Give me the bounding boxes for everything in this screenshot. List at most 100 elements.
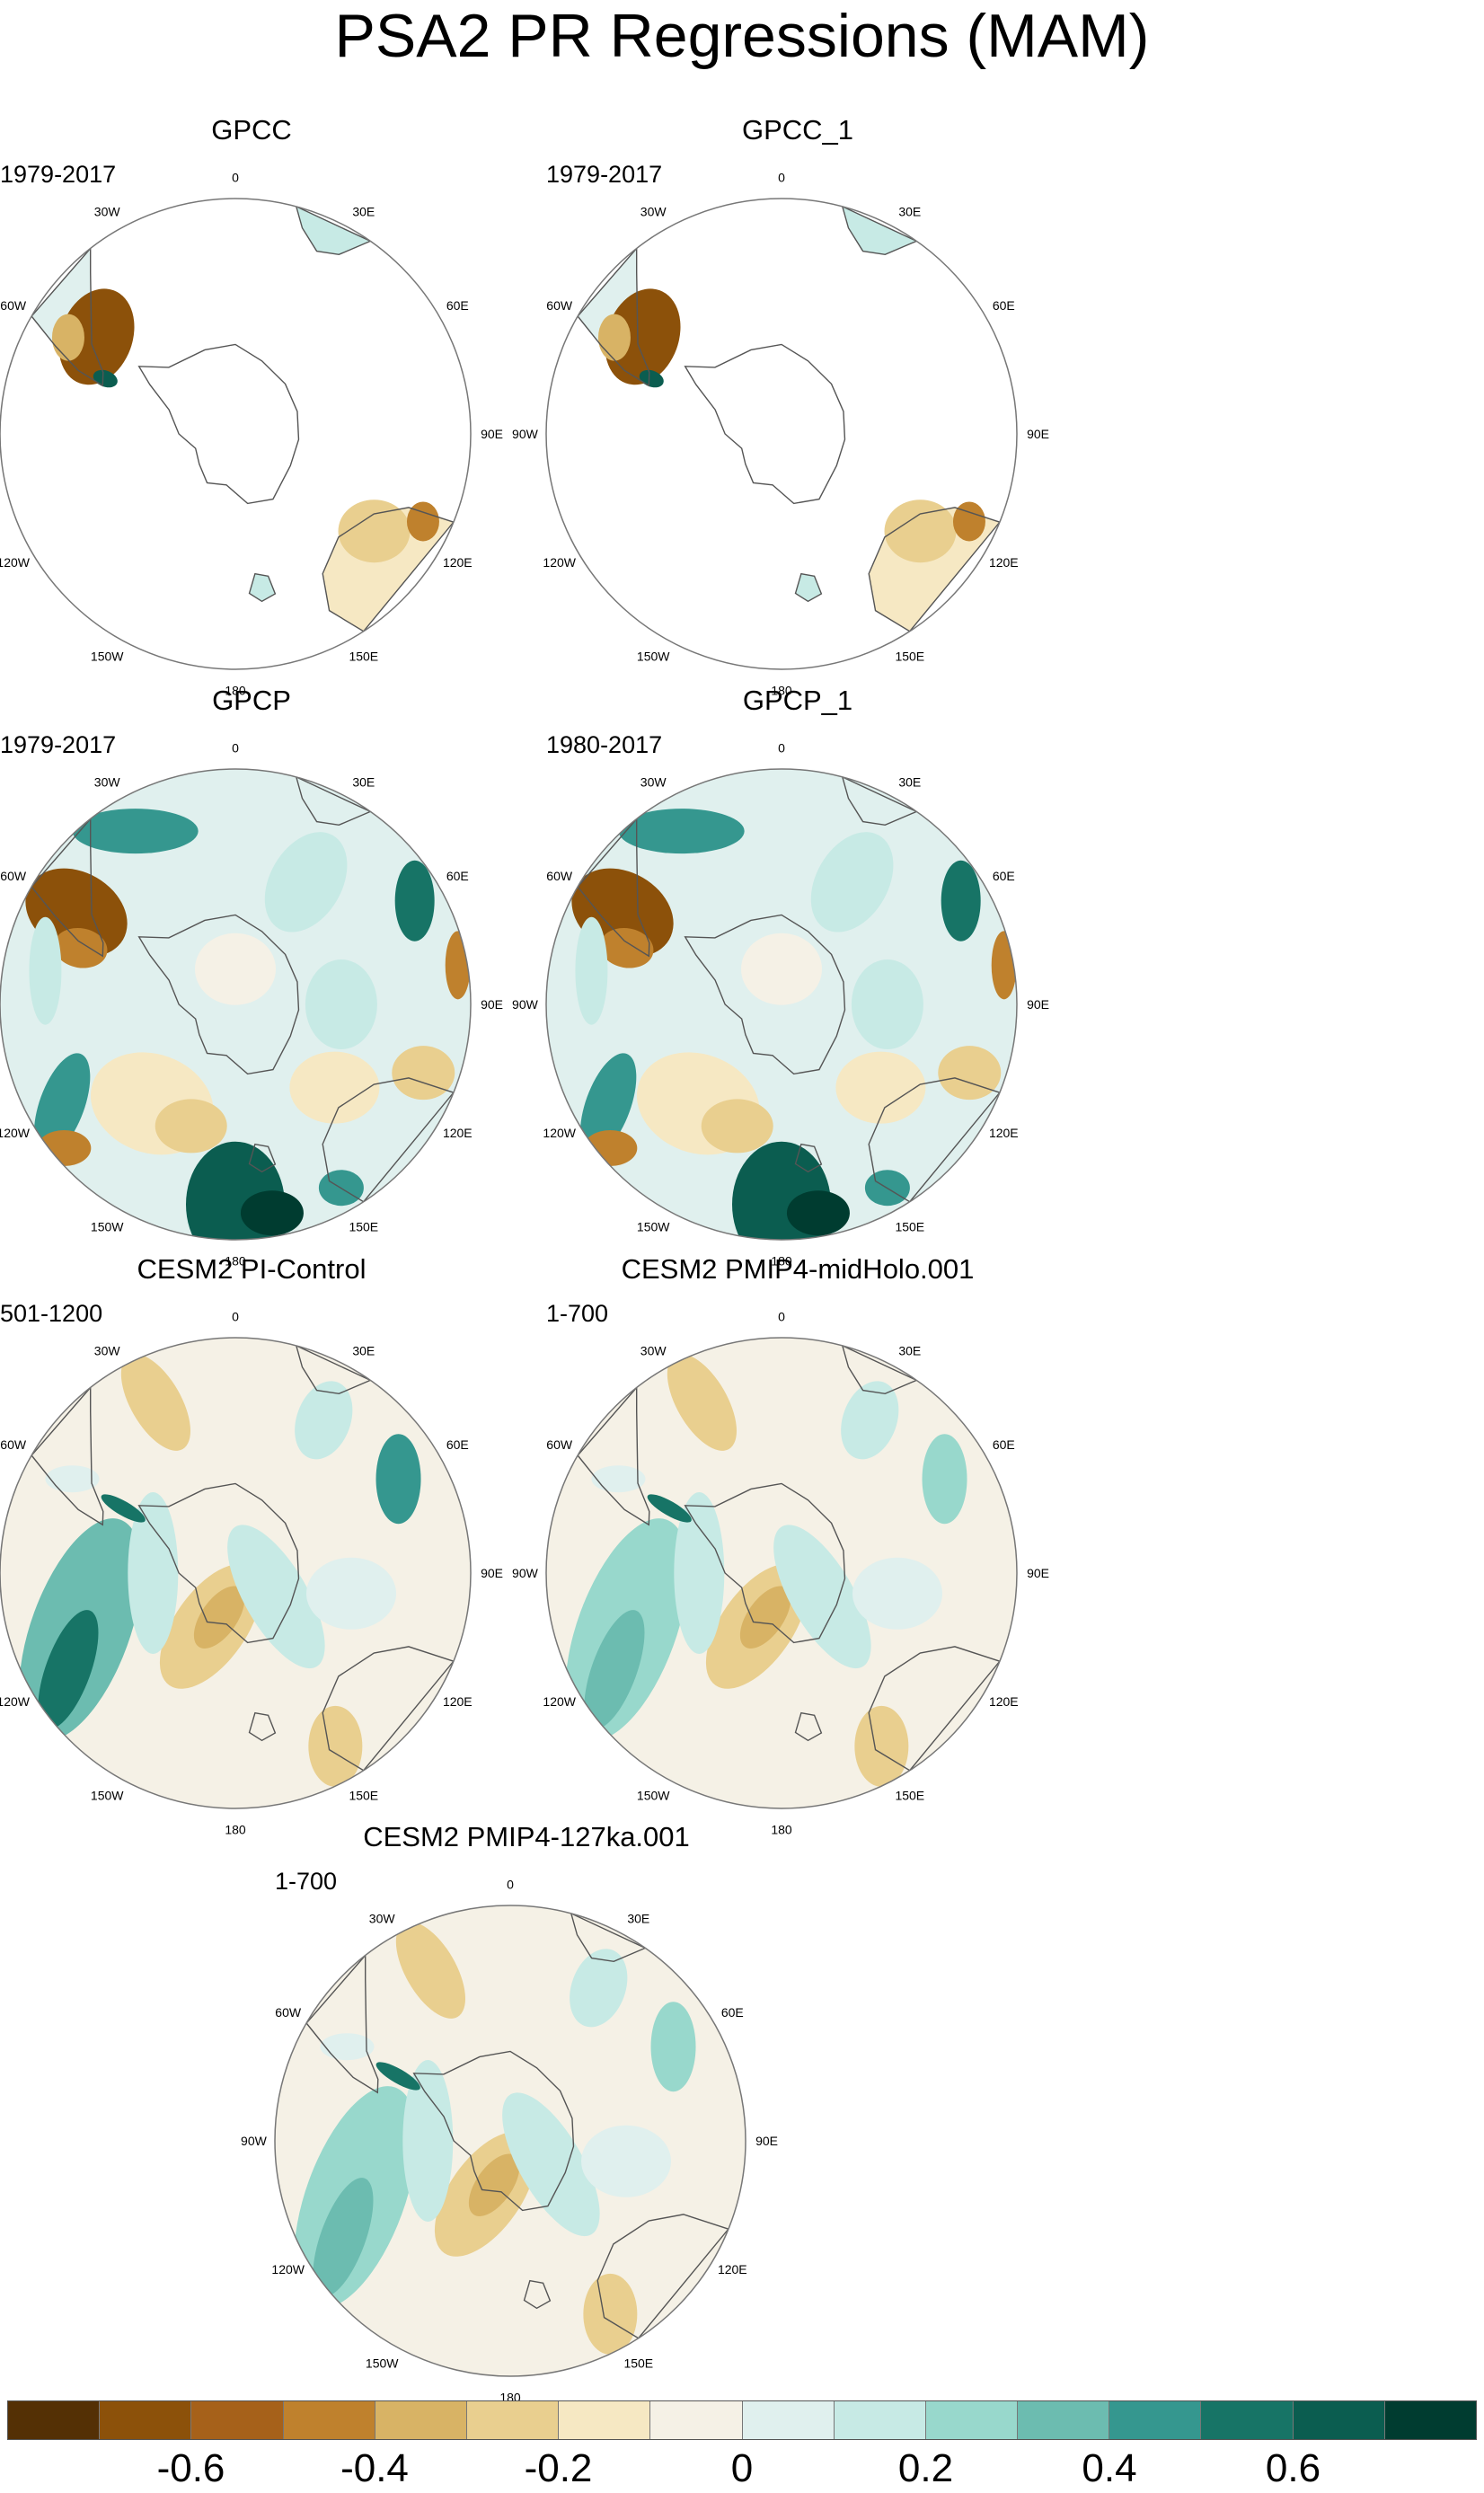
longitude-label: 60W [546,869,573,883]
coastline [577,1385,650,1526]
panel-title: CESM2 PMIP4-127ka.001 [363,1821,690,1852]
coastline [295,1344,372,1395]
colorbar-swatch [650,2401,743,2439]
panel-period: 501-1200 [0,1300,103,1327]
colorbar-tick-label: -0.2 [524,2446,593,2490]
longitude-label: 150W [91,1219,124,1233]
coastline [295,205,372,256]
longitude-label: 90W [512,1566,539,1580]
colorbar-swatch [1293,2401,1385,2439]
colorbar-swatch [375,2401,467,2439]
longitude-label: 60W [546,298,573,313]
precip-field [275,1905,746,2376]
coastline [684,343,846,505]
colorbar-tick-label: -0.6 [156,2446,225,2490]
longitude-label: 60E [993,298,1015,313]
longitude-label: 120W [543,1126,576,1140]
colorbar-swatch [100,2401,192,2439]
longitude-label: 150E [895,1219,924,1233]
longitude-label: 0 [232,740,239,755]
coastline [31,1385,104,1526]
coastline [248,572,277,603]
panel-period: 1979-2017 [0,161,117,188]
panel-title: CESM2 PMIP4-midHolo.001 [621,1253,975,1285]
panel-title: GPCP_1 [742,685,853,716]
coastline [322,1077,455,1203]
map-boundary [545,1337,1018,1809]
coastline [868,1646,1002,1772]
coastline [684,914,846,1075]
longitude-label: 60E [446,1437,469,1452]
coastline [577,246,650,387]
colorbar-swatch [1201,2401,1294,2439]
longitude-label: 60E [446,298,469,313]
longitude-label: 150E [623,2356,653,2370]
longitude-label: 90W [241,2134,268,2148]
coastline [523,2279,552,2310]
colorbar-tick-label: 0.6 [1265,2446,1321,2490]
longitude-label: 60E [993,1437,1015,1452]
longitude-label: 150W [91,649,124,663]
map-boundary [0,1337,472,1809]
colorbar-swatch [559,2401,651,2439]
colorbar-swatches [7,2400,1477,2440]
map-boundary [545,768,1018,1241]
longitude-label: 180 [225,684,246,698]
longitude-label: 90W [512,427,539,441]
colorbar-swatch [1109,2401,1202,2439]
coastline [868,507,1002,632]
longitude-label: 90E [755,2134,778,2148]
longitude-label: 90E [1027,427,1049,441]
longitude-label: 120E [443,1126,473,1140]
coastline [684,1482,846,1644]
coastline [322,507,455,632]
coastline [794,1711,823,1742]
longitude-label: 150E [349,1219,378,1233]
colorbar-swatch [925,2401,1019,2439]
precip-field [546,199,1017,669]
coastline [794,1143,823,1173]
coastline [248,1711,277,1742]
map-boundary [274,1905,746,2377]
longitude-label: 150W [91,1788,124,1802]
colorbar-swatch [1384,2401,1476,2439]
longitude-label: 30W [369,1912,396,1926]
longitude-label: 120E [718,2262,747,2276]
longitude-label: 150W [637,649,670,663]
colorbar-swatch [8,2401,101,2439]
longitude-label: 120E [989,1694,1019,1709]
longitude-label: 60E [721,2005,744,2020]
coastline [577,817,650,958]
longitude-label: 90E [1027,1566,1049,1580]
longitude-label: 90E [481,427,503,441]
map-boundary [0,198,472,670]
colorbar-tick-label: 0.2 [897,2446,954,2490]
longitude-label: 0 [778,170,785,184]
precip-field [546,769,1017,1240]
longitude-label: 60E [993,869,1015,883]
map-panel: CESM2 PMIP4-midHolo.001 0 30E 60E 90E 120E 150… [512,1251,1049,1837]
longitude-label: 60W [0,1437,27,1452]
coastline [137,343,300,505]
map-panel: GPCP_1 0 30E 60E 90E 120E 150E 180 150W 120W 90W 60… [512,683,1049,1269]
panel-period: 1980-2017 [546,731,663,758]
map-boundary [0,768,472,1241]
precip-field [0,769,471,1240]
longitude-label: 150E [349,1788,378,1802]
panel-title: CESM2 PI-Control [137,1253,367,1285]
colorbar-swatch [742,2401,835,2439]
longitude-label: 180 [771,1254,792,1269]
longitude-label: 90W [512,997,539,1012]
longitude-label: 90E [481,997,503,1012]
colorbar-swatch [466,2401,560,2439]
colorbar-swatch [283,2401,375,2439]
panel-period: 1-700 [546,1300,609,1327]
coastline [841,205,918,256]
figure-title: PSA2 PR Regressions (MAM) [334,2,1150,70]
longitude-label: 120W [0,555,31,570]
longitude-label: 0 [778,740,785,755]
coastline [841,1344,918,1395]
